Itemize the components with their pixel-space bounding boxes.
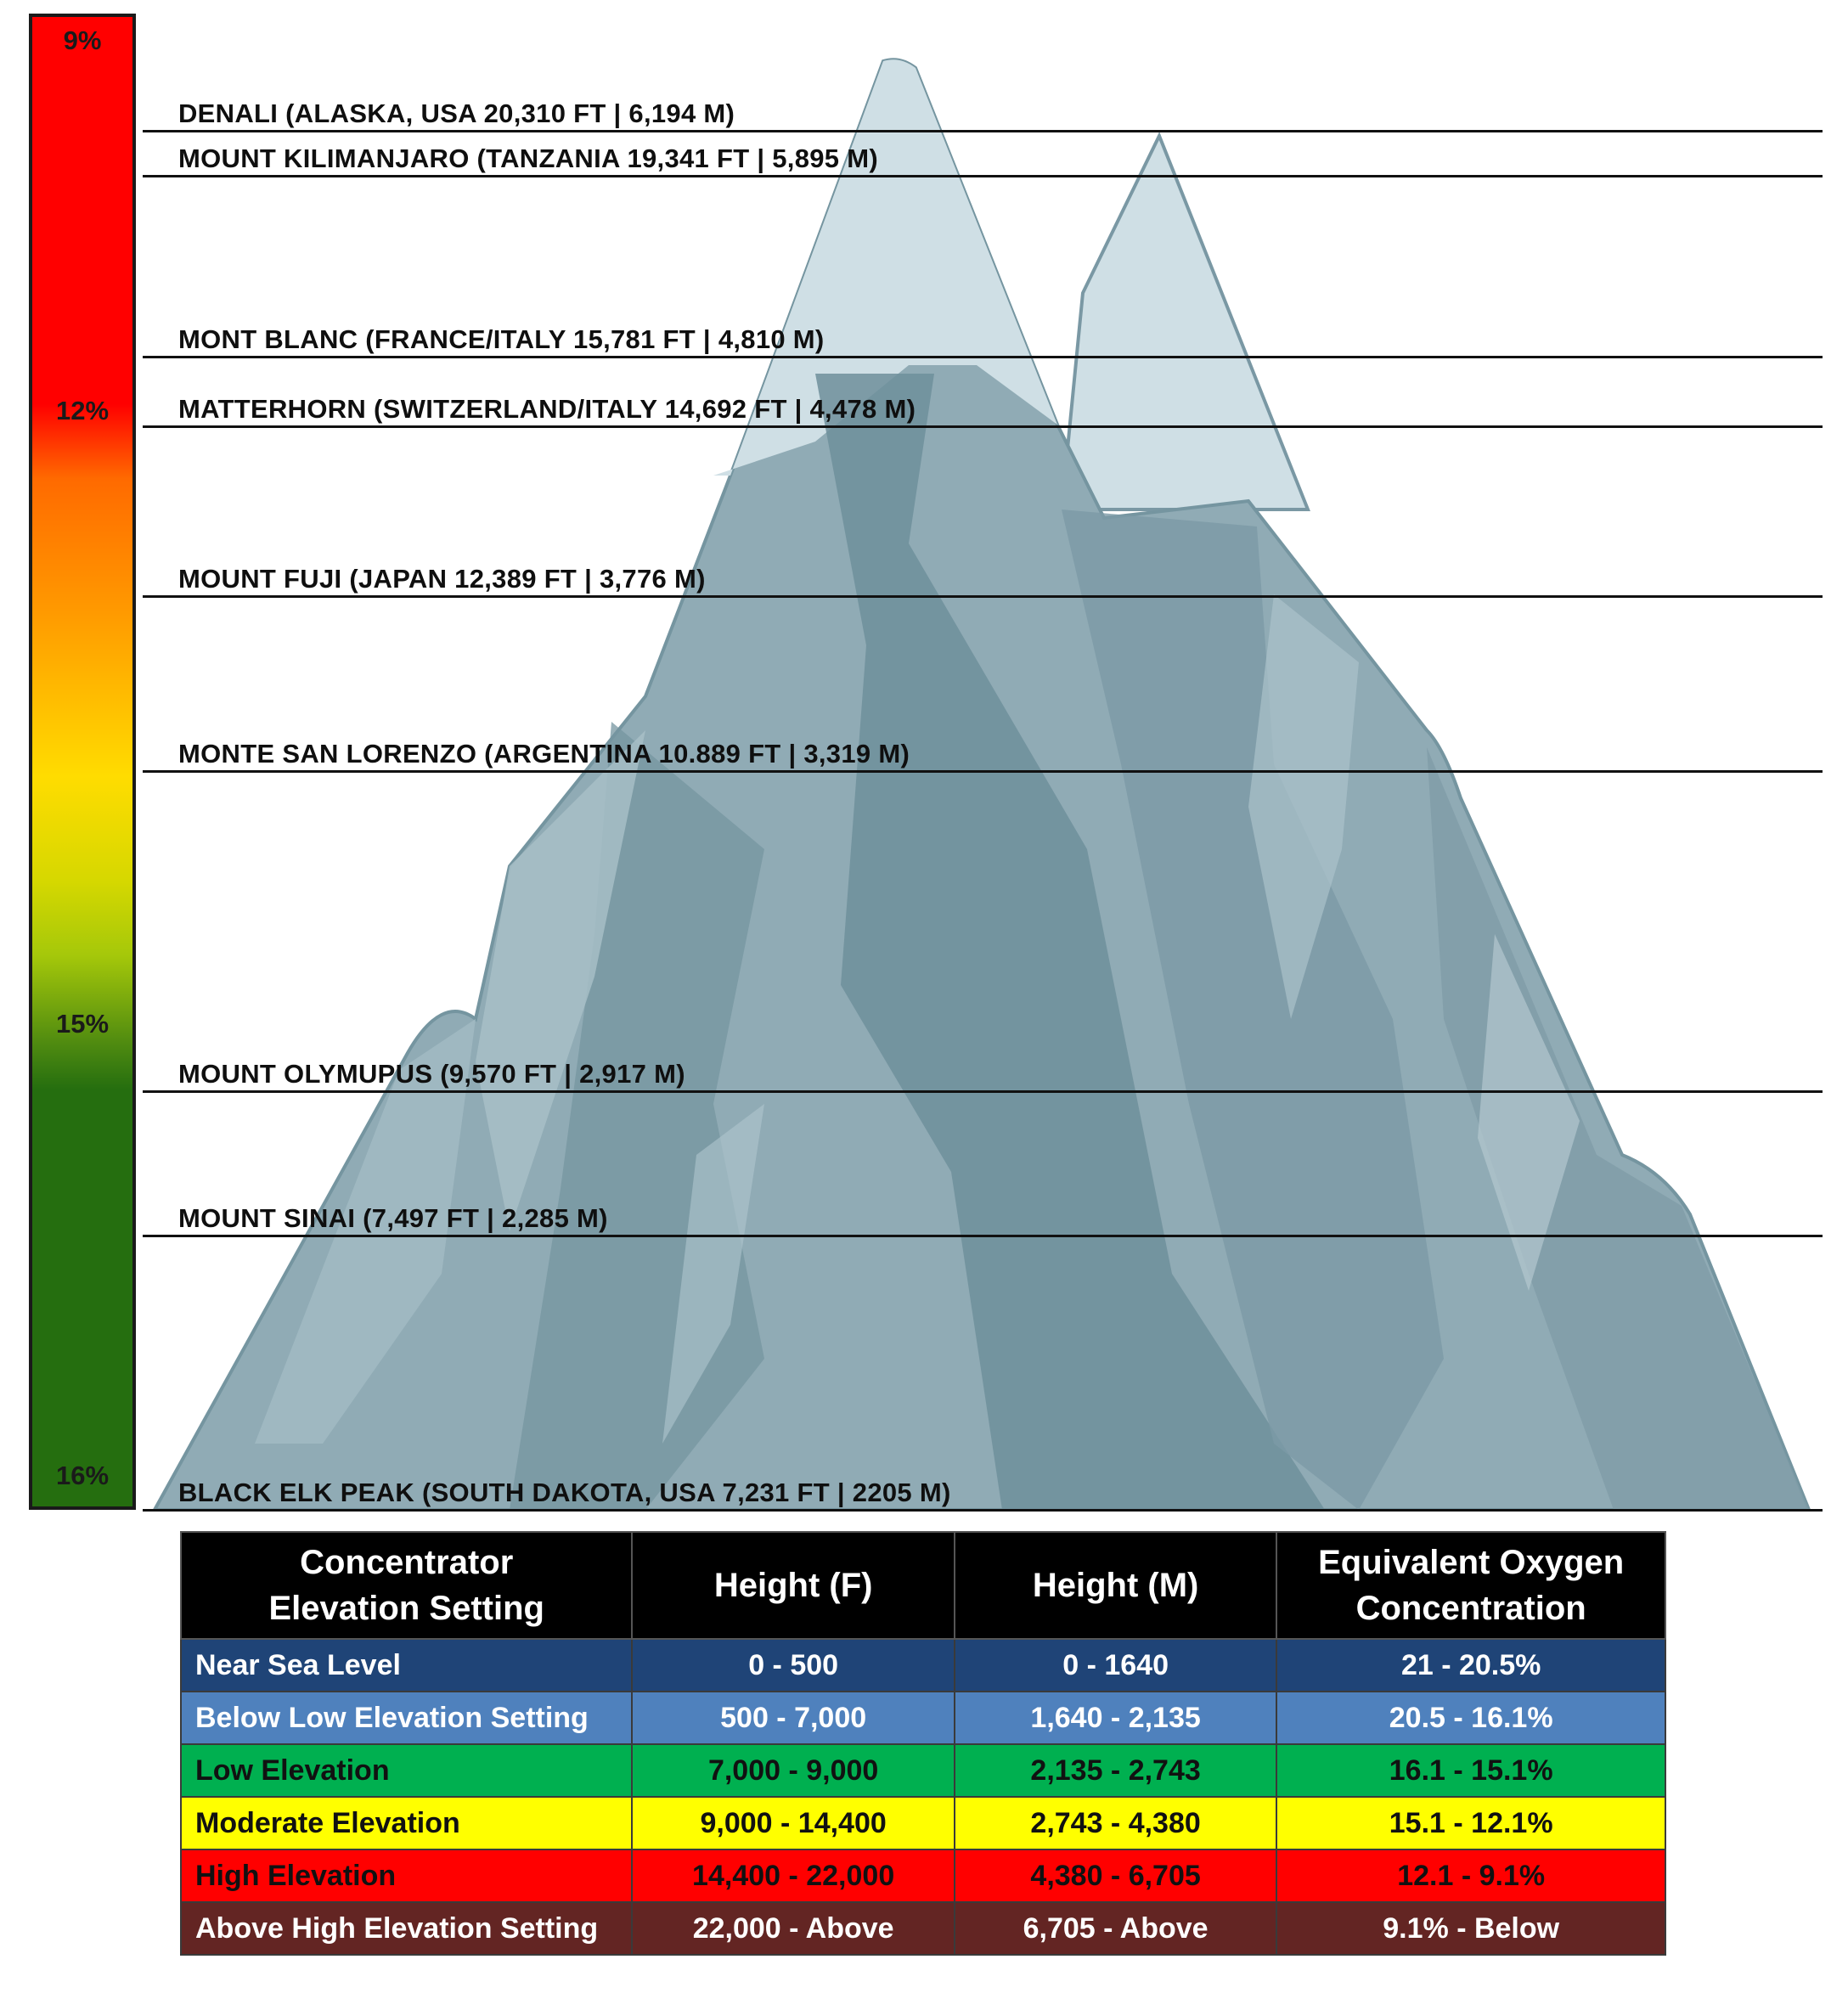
- main-snow-cap: [713, 59, 1057, 476]
- cell-oxygen: 12.1 - 9.1%: [1276, 1849, 1666, 1903]
- peak-label-olympus: MOUNT OLYMUPUS (9,570 FT | 2,917 M): [178, 1059, 685, 1089]
- cell-height-f: 14,400 - 22,000: [631, 1849, 955, 1903]
- scale-label-9: 9%: [63, 25, 102, 55]
- cell-height-m: 2,743 - 4,380: [953, 1796, 1278, 1850]
- header-oxygen-line2: Concentration: [1355, 1590, 1586, 1627]
- peak-line-kilimanjaro: [143, 175, 1823, 177]
- table-row: Above High Elevation Setting 22,000 - Ab…: [179, 1901, 1666, 1956]
- peak-label-mont-blanc: MONT BLANC (FRANCE/ITALY 15,781 FT | 4,8…: [178, 324, 825, 354]
- peak-line-denali: [143, 130, 1823, 132]
- oxygen-scale-bar: 9% 12% 15% 16%: [29, 14, 136, 1510]
- cell-setting: Moderate Elevation: [179, 1796, 634, 1850]
- cell-oxygen: 20.5 - 16.1%: [1276, 1691, 1666, 1745]
- right-peak: [1059, 132, 1310, 511]
- header-elevation-setting-line1: Concentrator: [300, 1544, 514, 1581]
- table-header-row: Concentrator Elevation Setting Height (F…: [179, 1531, 1666, 1640]
- elevation-oxygen-table: Concentrator Elevation Setting Height (F…: [179, 1531, 1666, 1956]
- peak-label-san-lorenzo: MONTE SAN LORENZO (ARGENTINA 10.889 FT |…: [178, 739, 910, 768]
- cell-oxygen: 16.1 - 15.1%: [1276, 1743, 1666, 1798]
- cell-setting: Below Low Elevation Setting: [179, 1691, 634, 1745]
- cell-height-f: 22,000 - Above: [631, 1901, 955, 1956]
- cell-height-f: 7,000 - 9,000: [631, 1743, 955, 1798]
- peak-label-fuji: MOUNT FUJI (JAPAN 12,389 FT | 3,776 M): [178, 564, 706, 594]
- scale-label-15: 15%: [55, 1009, 110, 1039]
- cell-oxygen: 21 - 20.5%: [1276, 1638, 1666, 1692]
- cell-setting: Above High Elevation Setting: [179, 1901, 634, 1956]
- cell-setting: Near Sea Level: [179, 1638, 634, 1692]
- cell-height-m: 6,705 - Above: [953, 1901, 1278, 1956]
- scale-label-16: 16%: [55, 1461, 110, 1490]
- header-height-m: Height (M): [953, 1531, 1278, 1640]
- peak-label-kilimanjaro: MOUNT KILIMANJARO (TANZANIA 19,341 FT | …: [178, 144, 878, 173]
- table-row: Near Sea Level 0 - 500 0 - 1640 21 - 20.…: [179, 1638, 1666, 1692]
- scale-label-12: 12%: [55, 396, 110, 425]
- peak-line-olympus: [143, 1090, 1823, 1093]
- cell-height-f: 0 - 500: [631, 1638, 955, 1692]
- header-height-f: Height (F): [631, 1531, 955, 1640]
- cell-oxygen: 15.1 - 12.1%: [1276, 1796, 1666, 1850]
- header-elevation-setting-line2: Elevation Setting: [268, 1590, 544, 1627]
- peak-label-sinai: MOUNT SINAI (7,497 FT | 2,285 M): [178, 1203, 608, 1233]
- cell-height-m: 0 - 1640: [953, 1638, 1278, 1692]
- peak-label-black-elk: BLACK ELK PEAK (SOUTH DAKOTA, USA 7,231 …: [178, 1478, 951, 1507]
- table-row: Low Elevation 7,000 - 9,000 2,135 - 2,74…: [179, 1743, 1666, 1798]
- table-row: Below Low Elevation Setting 500 - 7,000 …: [179, 1691, 1666, 1745]
- header-oxygen: Equivalent Oxygen Concentration: [1276, 1531, 1666, 1640]
- peak-line-san-lorenzo: [143, 770, 1823, 773]
- cell-height-f: 9,000 - 14,400: [631, 1796, 955, 1850]
- peak-line-mont-blanc: [143, 356, 1823, 358]
- header-oxygen-line1: Equivalent Oxygen: [1318, 1544, 1625, 1581]
- cell-oxygen: 9.1% - Below: [1276, 1901, 1666, 1956]
- peak-line-matterhorn: [143, 425, 1823, 428]
- cell-height-f: 500 - 7,000: [631, 1691, 955, 1745]
- peak-line-fuji: [143, 595, 1823, 598]
- cell-height-m: 2,135 - 2,743: [953, 1743, 1278, 1798]
- cell-height-m: 1,640 - 2,135: [953, 1691, 1278, 1745]
- cell-setting: Low Elevation: [179, 1743, 634, 1798]
- peak-label-matterhorn: MATTERHORN (SWITZERLAND/ITALY 14,692 FT …: [178, 394, 916, 424]
- cell-setting: High Elevation: [179, 1849, 634, 1903]
- peak-line-black-elk: [143, 1509, 1823, 1512]
- table-row: High Elevation 14,400 - 22,000 4,380 - 6…: [179, 1849, 1666, 1903]
- header-elevation-setting: Concentrator Elevation Setting: [179, 1531, 634, 1640]
- cell-height-m: 4,380 - 6,705: [953, 1849, 1278, 1903]
- table-row: Moderate Elevation 9,000 - 14,400 2,743 …: [179, 1796, 1666, 1850]
- peak-line-sinai: [143, 1235, 1823, 1237]
- peak-label-denali: DENALI (ALASKA, USA 20,310 FT | 6,194 M): [178, 99, 735, 128]
